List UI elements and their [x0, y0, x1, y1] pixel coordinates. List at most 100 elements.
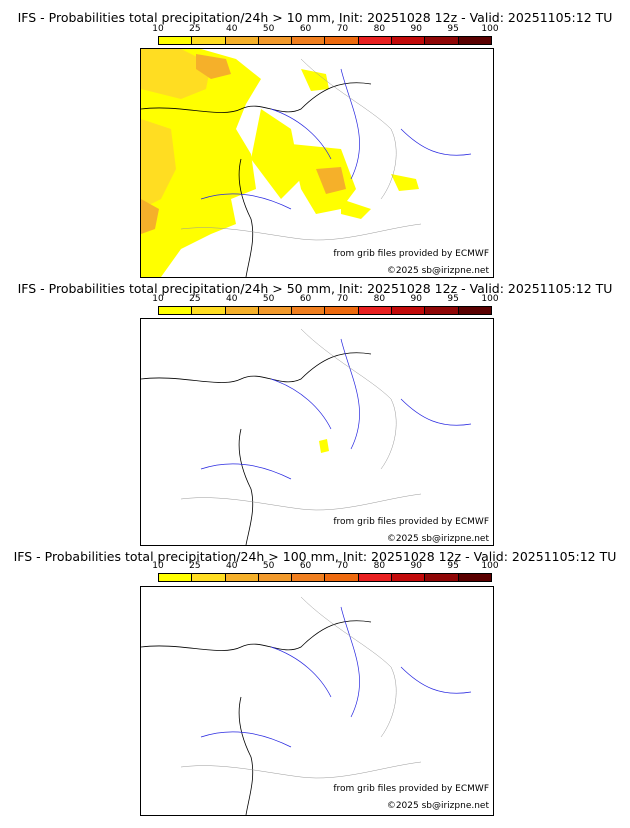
colorbar-segment — [192, 574, 226, 581]
colorbar-tick-label: 25 — [189, 24, 201, 34]
colorbar-tick-label: 60 — [299, 24, 312, 34]
colorbar-tick-label: 70 — [336, 561, 349, 571]
colorbar-tick-label: 10 — [152, 24, 164, 34]
colorbar-tick-label: 95 — [447, 24, 459, 34]
colorbar-tick-label: 100 — [481, 24, 499, 34]
colorbar-tick-label: 95 — [447, 561, 459, 571]
colorbar-segment — [425, 574, 459, 581]
panel-3-colorbar-ticks: 10 25 40 50 60 70 80 90 95 100 — [152, 561, 498, 571]
colorbar-segment — [258, 37, 293, 44]
colorbar-tick-label: 80 — [373, 294, 386, 304]
precip-area — [341, 199, 371, 219]
panel-1-colorbar — [158, 36, 492, 45]
colorbar-segment — [325, 37, 359, 44]
colorbar-tick-label: 100 — [481, 294, 499, 304]
borders — [180, 58, 422, 241]
panel-2-title: IFS - Probabilities total precipitation/… — [17, 281, 613, 296]
colorbar-segment — [458, 574, 491, 581]
colorbar-segment — [392, 574, 426, 581]
precip-area — [391, 174, 419, 191]
colorbar-segment — [159, 574, 193, 581]
colorbar-tick-label: 60 — [299, 561, 312, 571]
rivers — [200, 338, 472, 480]
panel-3-credit-source: from grib files provided by ECMWF — [333, 784, 489, 794]
precip-area — [141, 119, 176, 209]
precip-area — [301, 69, 329, 91]
panel-2-credit-copyright: ©2025 sb@irizpne.net — [386, 534, 489, 544]
colorbar-segment — [392, 307, 426, 314]
colorbar-segment — [425, 37, 459, 44]
panel-2-credit-source: from grib files provided by ECMWF — [333, 517, 489, 527]
panel-3-map-graphic — [141, 596, 472, 815]
colorbar-tick-label: 95 — [447, 294, 459, 304]
colorbar-tick-label: 100 — [481, 561, 499, 571]
colorbar-tick-label: 50 — [262, 294, 275, 304]
colorbar-segment — [325, 574, 359, 581]
colorbar-tick-label: 80 — [373, 24, 386, 34]
precip-area — [316, 167, 346, 194]
colorbar-segment — [159, 307, 193, 314]
colorbar-segment — [192, 307, 226, 314]
colorbar-segment — [358, 574, 393, 581]
panel-1-credit-source: from grib files provided by ECMWF — [333, 249, 489, 259]
colorbar-segment — [292, 37, 326, 44]
panel-3-credit-copyright: ©2025 sb@irizpne.net — [386, 801, 489, 811]
precip-area — [141, 199, 159, 234]
precip-area — [251, 109, 301, 199]
colorbar-tick-label: 80 — [373, 561, 386, 571]
precip-area — [141, 49, 211, 99]
colorbar-segment — [358, 37, 393, 44]
panel-2-map: from grib files provided by ECMWF ©2025 … — [140, 318, 494, 546]
colorbar-segment — [225, 574, 259, 581]
rivers — [200, 606, 472, 748]
colorbar-segment — [225, 37, 259, 44]
colorbar-segment — [258, 574, 293, 581]
colorbar-tick-label: 70 — [336, 294, 349, 304]
colorbar-segment — [458, 307, 491, 314]
colorbar-segment — [292, 574, 326, 581]
colorbar-tick-label: 40 — [226, 561, 238, 571]
coastline — [141, 620, 372, 815]
colorbar-tick-label: 25 — [189, 561, 201, 571]
borders — [180, 596, 422, 779]
precip-area — [141, 49, 261, 277]
colorbar-tick-label: 10 — [152, 294, 164, 304]
colorbar-segment — [258, 307, 293, 314]
precip-area — [196, 54, 231, 79]
coastline — [141, 352, 372, 545]
colorbar-tick-label: 50 — [262, 561, 275, 571]
colorbar-tick-label: 60 — [299, 294, 312, 304]
colorbar-tick-label: 40 — [226, 294, 238, 304]
panel-2-colorbar — [158, 306, 492, 315]
panel-2-colorbar-ticks: 10 25 40 50 60 70 80 90 95 100 — [152, 294, 498, 304]
panel-3-colorbar — [158, 573, 492, 582]
colorbar-segment — [458, 37, 491, 44]
panel-1-colorbar-ticks: 10 25 40 50 60 70 80 90 95 100 — [152, 24, 498, 34]
precip-area — [319, 439, 329, 453]
coastline — [141, 82, 372, 277]
colorbar-tick-label: 50 — [262, 24, 275, 34]
colorbar-segment — [159, 37, 193, 44]
panel-1-map: from grib files provided by ECMWF ©2025 … — [140, 48, 494, 278]
colorbar-tick-label: 90 — [410, 294, 422, 304]
colorbar-tick-label: 90 — [410, 24, 422, 34]
panel-3-map: from grib files provided by ECMWF ©2025 … — [140, 586, 494, 816]
colorbar-segment — [225, 307, 259, 314]
colorbar-segment — [325, 307, 359, 314]
colorbar-segment — [192, 37, 226, 44]
rivers — [200, 68, 472, 210]
panel-1-credit-copyright: ©2025 sb@irizpne.net — [386, 266, 489, 276]
panel-3-title: IFS - Probabilities total precipitation/… — [13, 549, 617, 564]
colorbar-tick-label: 40 — [226, 24, 238, 34]
colorbar-segment — [425, 307, 459, 314]
panel-1-map-graphic — [141, 49, 472, 277]
colorbar-segment — [292, 307, 326, 314]
colorbar-tick-label: 25 — [189, 294, 201, 304]
borders — [180, 328, 422, 511]
panel-2-map-graphic — [141, 328, 472, 545]
colorbar-tick-label: 10 — [152, 561, 164, 571]
colorbar-segment — [358, 307, 393, 314]
colorbar-tick-label: 70 — [336, 24, 349, 34]
panel-1-title: IFS - Probabilities total precipitation/… — [17, 10, 613, 25]
colorbar-tick-label: 90 — [410, 561, 422, 571]
